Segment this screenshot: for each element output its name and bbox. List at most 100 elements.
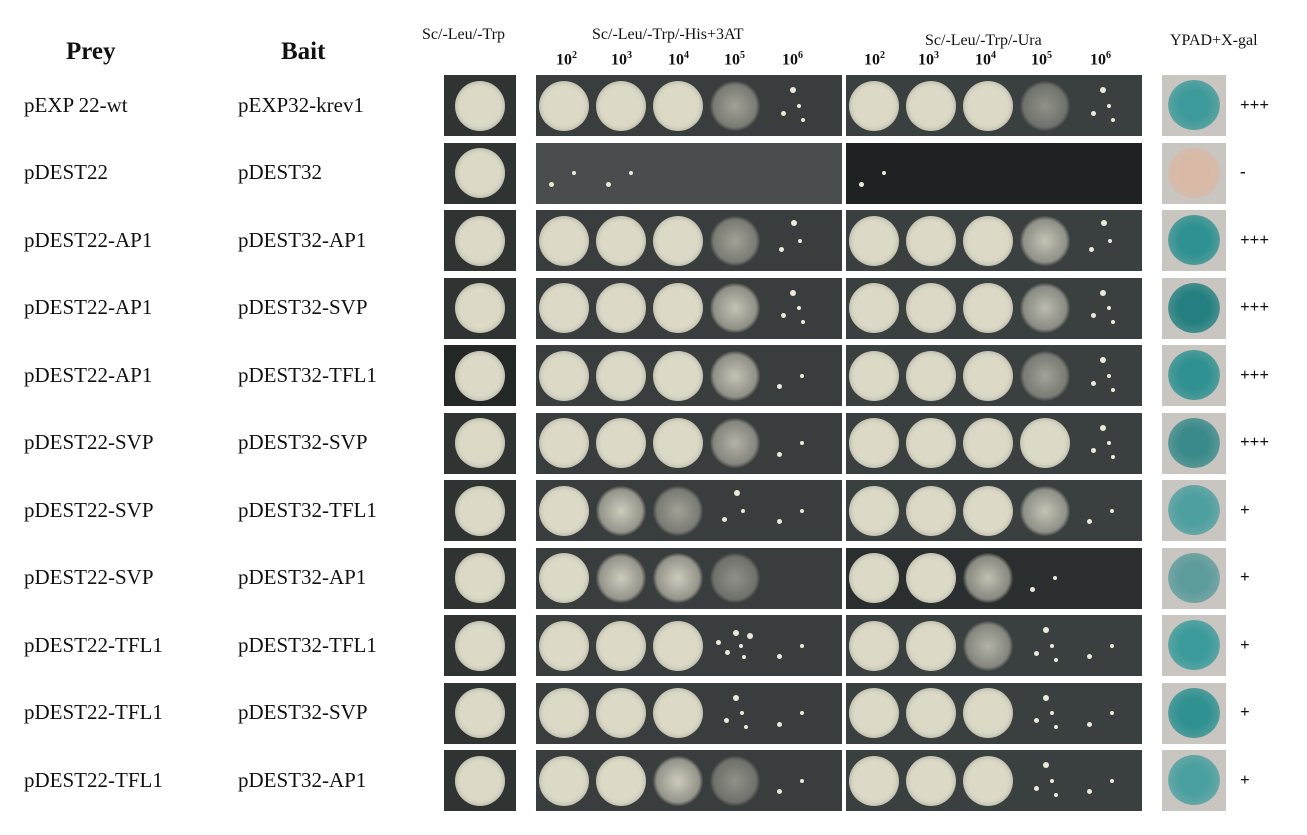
interaction-score: +++ (1240, 297, 1270, 316)
control-spot (455, 148, 505, 198)
ura-spot-4-colony (1043, 694, 1050, 701)
ura-spot-1 (849, 80, 899, 131)
his-3at-panel (536, 615, 842, 676)
his-spot-4-colony (723, 718, 729, 724)
interaction-score: +++ (1240, 94, 1270, 114)
his-dilution-label-4: 105 (724, 50, 745, 69)
ura-spot-5-colony (1087, 654, 1093, 660)
ura-spot-1-colony (859, 181, 865, 187)
his-spot-4-colony (740, 508, 745, 513)
his-spot-5 (767, 486, 817, 536)
his-spot-2 (596, 80, 646, 131)
ura-spot-5-colony (1100, 424, 1107, 431)
ura-spot-5-colony (1090, 313, 1096, 319)
interaction-score: + (1240, 702, 1250, 721)
xgal-spot (1168, 80, 1220, 130)
control-plate-panel (444, 277, 516, 339)
ura-panel (846, 210, 1142, 271)
control-spot (455, 80, 505, 131)
ura-spot-3 (963, 688, 1013, 738)
his-spot-5-colony (796, 103, 801, 108)
ura-spot-5 (1077, 351, 1127, 401)
ura-spot-5-colony (1087, 789, 1093, 795)
his-3at-panel (536, 210, 842, 271)
interaction-score: +++ (1240, 432, 1270, 451)
xgal-panel (1162, 615, 1226, 676)
ura-spot-5-colony (1110, 320, 1115, 325)
ura-spot-4-colony (1053, 792, 1058, 797)
ura-spot-5-colony (1090, 380, 1096, 386)
ura-spot-1 (849, 283, 899, 333)
his-spot-4 (710, 418, 760, 468)
his-spot-4-colony (716, 640, 722, 646)
bait-label: pDEST32-SVP (238, 295, 368, 319)
ura-spot-5 (1077, 688, 1127, 738)
xgal-spot (1168, 215, 1220, 265)
his-spot-5-colony (790, 289, 797, 296)
interaction-score: - (1240, 162, 1246, 181)
ura-spot-1 (849, 553, 899, 603)
his-spot-2 (596, 215, 646, 266)
prey-label: pDEST22-SVP (24, 430, 154, 454)
his-spot-5 (767, 351, 817, 401)
ura-spot-4-colony (1053, 725, 1058, 730)
ura-spot-5-colony (1090, 448, 1096, 454)
ura-spot-5 (1077, 283, 1127, 333)
xgal-spot (1168, 485, 1220, 535)
his-dilution-label-5: 106 (782, 50, 803, 69)
ura-dilution-label-5: 106 (1090, 50, 1111, 69)
ura-panel (846, 480, 1142, 541)
xgal-panel (1162, 480, 1226, 541)
ura-spot-5-colony (1106, 103, 1111, 108)
ura-spot-5 (1077, 418, 1127, 468)
his-spot-5 (767, 688, 817, 738)
xgal-spot (1168, 417, 1220, 468)
his-spot-5-colony (777, 519, 783, 525)
his-spot-3 (653, 553, 703, 603)
ura-spot-5-colony (1100, 87, 1107, 94)
xgal-panel (1162, 682, 1226, 744)
bait-label: pDEST32-TFL1 (238, 632, 377, 657)
his-spot-1 (539, 80, 589, 131)
control-plate-panel (444, 750, 516, 811)
his-spot-3 (653, 283, 703, 333)
ura-spot-4 (1020, 688, 1070, 738)
bait-label: pDEST32-SVP (238, 700, 368, 724)
control-spot (455, 688, 505, 738)
his-spot-5-colony (777, 789, 783, 795)
his-spot-4-colony (733, 630, 740, 637)
his-spot-2-colony (606, 181, 612, 187)
his-spot-4-colony (733, 490, 740, 496)
his-spot-5-colony (777, 721, 783, 727)
his-spot-2 (596, 485, 646, 536)
control-spot (455, 485, 505, 536)
prey-label: pEXP 22-wt (24, 92, 128, 117)
control-spot (455, 215, 505, 266)
ura-spot-4 (1020, 350, 1070, 401)
ura-spot-2 (906, 350, 956, 401)
his-spot-1 (539, 755, 589, 806)
his-spot-5 (767, 216, 817, 266)
his-spot-4-colony (741, 655, 746, 660)
ura-spot-1 (849, 418, 899, 468)
bait-label: pDEST32-AP1 (238, 565, 367, 589)
xgal-panel (1162, 547, 1226, 609)
ura-spot-2 (906, 553, 956, 603)
his-spot-1 (539, 418, 589, 468)
ura-spot-4 (1020, 215, 1070, 266)
his-spot-5-colony (790, 87, 797, 94)
ura-spot-5 (1077, 756, 1127, 806)
control-spot (455, 620, 505, 671)
control-spot (455, 553, 505, 603)
his-spot-4 (710, 80, 760, 131)
ura-spot-3 (963, 485, 1013, 536)
ura-spot-5-colony (1100, 357, 1107, 364)
ura-spot-2 (906, 688, 956, 738)
ura-spot-5-colony (1110, 455, 1115, 460)
his-spot-3 (653, 215, 703, 266)
ura-spot-1 (849, 148, 899, 198)
his-spot-5-colony (779, 247, 785, 253)
his-3at-panel (536, 682, 842, 744)
his-3at-panel (536, 412, 842, 474)
his-spot-1 (539, 553, 589, 603)
